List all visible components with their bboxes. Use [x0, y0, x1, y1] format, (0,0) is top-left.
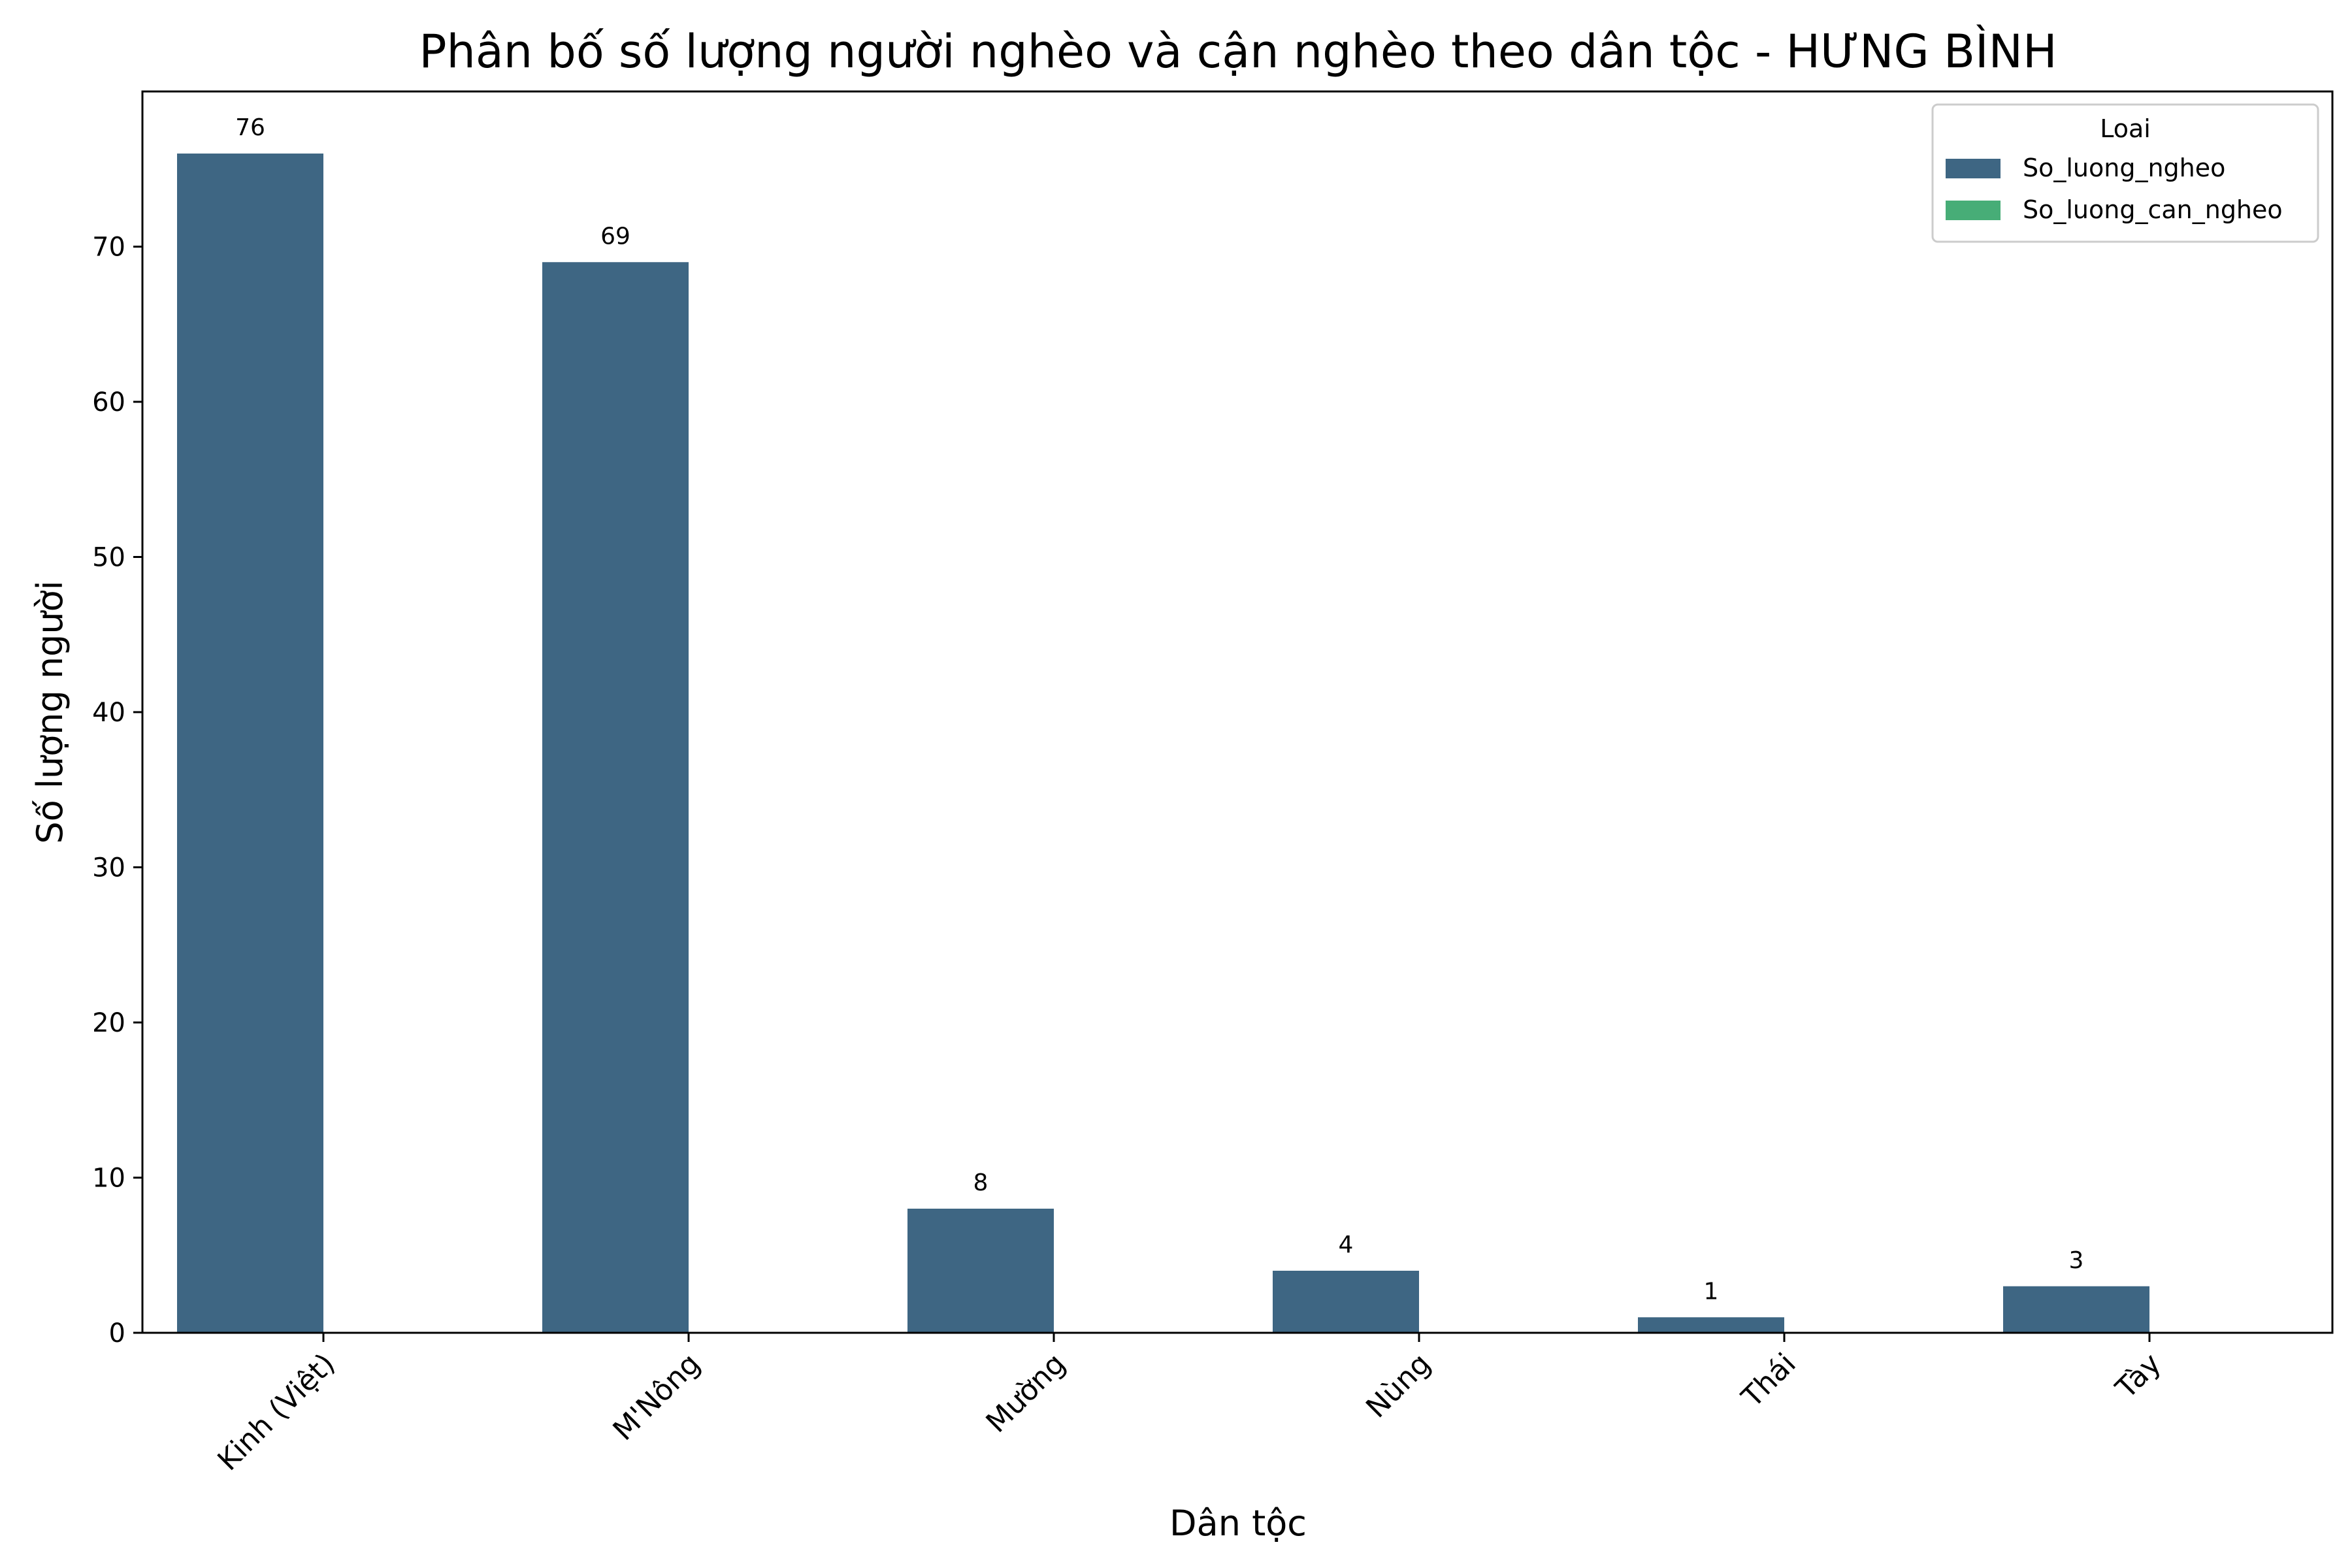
y-tick-label: 0 [109, 1318, 125, 1348]
bar-so-luong-ngheo-kinh-viet [177, 154, 323, 1333]
bar-so-luong-ngheo-tay [2003, 1286, 2149, 1333]
chart-title: Phân bố số lượng người nghèo và cận nghè… [419, 25, 2057, 78]
bar-so-luong-ngheo-m-nong [542, 262, 689, 1333]
bar-so-luong-ngheo-muong [907, 1209, 1054, 1333]
data-label-kinh-viet: 76 [235, 114, 265, 141]
legend: Loai So_luong_ngheo So_luong_can_ngheo [1931, 103, 2319, 243]
legend-box [1931, 103, 2319, 243]
legend-label-so-luong-can-ngheo: So_luong_can_ngheo [2023, 195, 2283, 224]
data-label-nung: 4 [1339, 1232, 1354, 1258]
legend-swatch-so-luong-can-ngheo [1946, 201, 2001, 220]
data-label-thai: 1 [1704, 1278, 1719, 1305]
bar-so-luong-ngheo-nung [1273, 1271, 1419, 1333]
legend-title: Loai [2100, 114, 2151, 143]
y-tick-label: 60 [92, 387, 125, 417]
y-tick-label: 10 [92, 1164, 125, 1194]
x-axis-label: Dân tộc [1169, 1503, 1307, 1544]
data-label-muong: 8 [973, 1169, 988, 1196]
bar-so-luong-ngheo-thai [1638, 1317, 1784, 1333]
y-tick-label: 50 [92, 543, 125, 573]
legend-swatch-so-luong-ngheo [1946, 159, 2001, 178]
y-axis-label: Số lượng người [29, 580, 71, 843]
legend-label-so-luong-ngheo: So_luong_ngheo [2023, 154, 2225, 182]
data-label-tay: 3 [2069, 1247, 2084, 1274]
y-tick-label: 40 [92, 698, 125, 728]
data-label-m-nong: 69 [600, 223, 630, 250]
plot-frame [141, 90, 2334, 1334]
y-tick-label: 70 [92, 233, 125, 263]
y-tick-label: 20 [92, 1008, 125, 1038]
y-tick-label: 30 [92, 853, 125, 883]
